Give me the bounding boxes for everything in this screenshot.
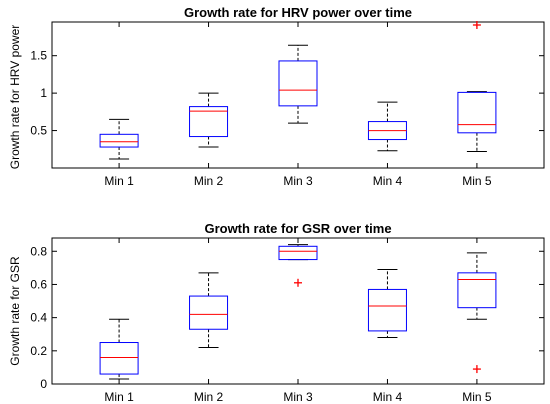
hrv-xtick-label: Min 2 <box>194 174 224 188</box>
hrv-ytick-label: 0.5 <box>30 124 47 138</box>
hrv-ytick-label: 1.5 <box>30 49 47 63</box>
hrv-chart-title: Growth rate for HRV power over time <box>184 5 412 20</box>
hrv-xtick-label: Min 5 <box>462 174 492 188</box>
gsr-xtick-label: Min 2 <box>194 390 224 404</box>
gsr-chart-panel: Growth rate for GSR over time Growth rat… <box>8 221 545 404</box>
gsr-outlier-marker <box>472 365 481 374</box>
hrv-ytick-label: 1 <box>40 86 47 100</box>
hrv-xtick-label: Min 1 <box>104 174 134 188</box>
gsr-ytick-label: 0.4 <box>30 311 47 325</box>
gsr-box <box>189 295 229 330</box>
gsr-chart-title: Growth rate for GSR over time <box>204 221 391 236</box>
gsr-ytick-label: 0.2 <box>30 344 47 358</box>
hrv-chart-ylabel: Growth rate for HRV power <box>8 25 22 170</box>
hrv-box <box>278 60 318 107</box>
gsr-xtick-label: Min 5 <box>462 390 492 404</box>
hrv-outlier-marker <box>472 20 481 29</box>
gsr-ytick-label: 0.8 <box>30 244 47 258</box>
gsr-chart-ylabel: Growth rate for GSR <box>8 256 22 366</box>
gsr-ytick-label: 0.6 <box>30 277 47 291</box>
gsr-outlier-marker <box>294 278 302 287</box>
hrv-plot-area <box>51 21 545 169</box>
hrv-xtick-label: Min 3 <box>283 174 313 188</box>
hrv-xtick-label: Min 4 <box>373 174 403 188</box>
hrv-box <box>99 133 139 148</box>
gsr-ytick-label: 0 <box>40 377 47 391</box>
hrv-box <box>457 91 497 134</box>
gsr-box <box>457 272 497 309</box>
gsr-xtick-label: Min 1 <box>104 390 134 404</box>
hrv-chart-panel: Growth rate for HRV power over time Grow… <box>8 5 545 188</box>
gsr-xtick-label: Min 3 <box>283 390 313 404</box>
gsr-xtick-label: Min 4 <box>373 390 403 404</box>
gsr-box <box>278 245 318 261</box>
gsr-box <box>99 342 139 375</box>
hrv-box <box>189 106 229 138</box>
gsr-box <box>367 288 407 332</box>
